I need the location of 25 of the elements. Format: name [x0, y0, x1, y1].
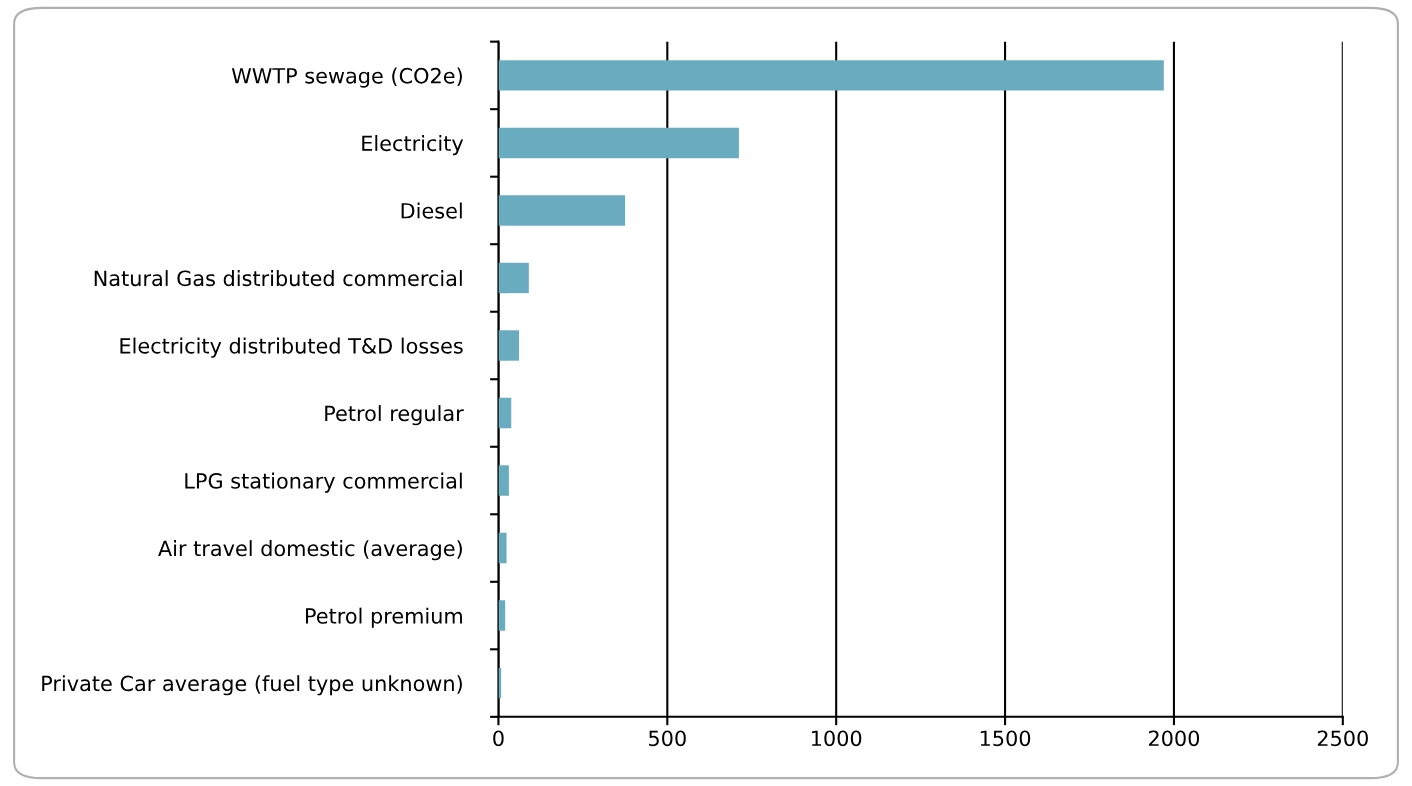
- bar: [498, 262, 529, 294]
- y-tick-label: LPG stationary commercial: [185, 472, 462, 493]
- bar: [498, 465, 509, 496]
- y-tick-label: Electricity: [362, 135, 464, 156]
- x-tick-label: 2000: [1148, 730, 1200, 747]
- x-tick-label: 1500: [980, 730, 1031, 747]
- y-tick-label: Natural Gas distributed commercial: [94, 270, 462, 287]
- bar: [498, 195, 626, 226]
- x-tick-label: 500: [649, 730, 686, 747]
- x-tick-label: 1000: [811, 730, 862, 747]
- x-tick-label: 0: [493, 730, 504, 747]
- y-tick-label: Petrol premium: [306, 607, 462, 628]
- bar: [498, 330, 520, 361]
- bar: [498, 397, 512, 429]
- y-tick-label: Air travel domestic (average): [158, 540, 462, 561]
- y-tick-label: Diesel: [401, 202, 462, 219]
- bar: [498, 600, 506, 631]
- x-tick-label: 2500: [1317, 730, 1368, 747]
- bar: [498, 60, 1164, 91]
- bar: [498, 532, 507, 564]
- y-tick-label: WWTP sewage (CO2e): [231, 67, 462, 88]
- y-tick-label: Electricity distributed T&D losses: [120, 337, 463, 358]
- y-tick-label: Private Car average (fuel type unknown): [42, 675, 462, 696]
- bar: [498, 127, 739, 159]
- y-tick-label: Petrol regular: [325, 405, 464, 426]
